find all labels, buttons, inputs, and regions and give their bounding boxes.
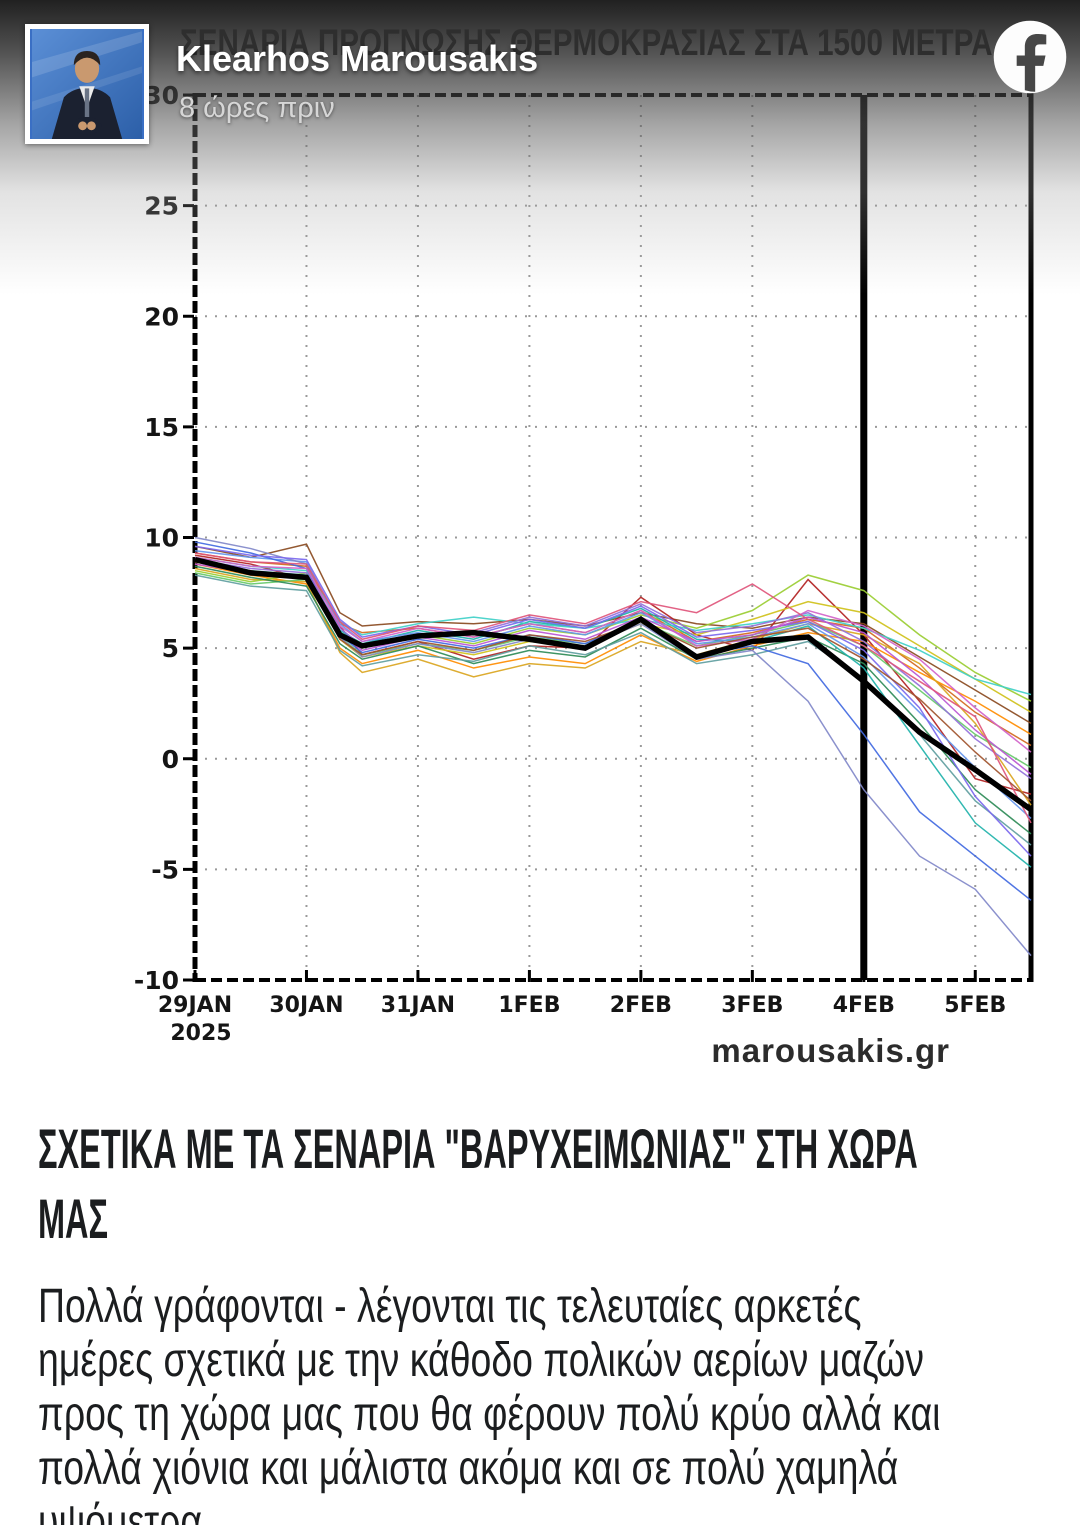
ensemble-mean-line	[194, 556, 1033, 812]
svg-text:5: 5	[162, 634, 179, 663]
presenter-portrait-icon	[32, 29, 142, 139]
svg-text:-5: -5	[151, 855, 179, 884]
post-text-block: ΣΧΕΤΙΚΑ ΜΕ ΤΑ ΣΕΝΑΡΙΑ "ΒΑΡΥΧΕΙΜΩΝΙΑΣ" ΣΤ…	[0, 1100, 1080, 1525]
facebook-icon[interactable]	[993, 20, 1067, 94]
post-image[interactable]: 302520151050-5-1029JAN202530JAN31JAN1FEB…	[0, 0, 1080, 1100]
svg-text:4FEB: 4FEB	[833, 993, 895, 1018]
post-timestamp[interactable]: 8 ώρες πριν	[179, 92, 335, 124]
x-axis-labels: 29JAN 2025 30JAN 31JAN 1FEB 2FEB 3FEB 4FEB 5FEB	[158, 970, 1006, 1046]
svg-text:5FEB: 5FEB	[944, 993, 1006, 1018]
heading-line: ΣΧΕΤΙΚΑ ΜΕ ΤΑ ΣΕΝΑΡΙΑ "ΒΑΡΥΧΕΙΜΩΝΙΑΣ" ΣΤ…	[38, 1117, 918, 1180]
svg-text:2FEB: 2FEB	[610, 993, 672, 1018]
body-line: Πολλά γράφονται - λέγονται τις τελευταίε…	[38, 1280, 862, 1333]
ensemble-chart: 302520151050-5-1029JAN202530JAN31JAN1FEB…	[134, 81, 1034, 1046]
post-body: Πολλά γράφονται - λέγονται τις τελευταίε…	[38, 1280, 1080, 1525]
body-line: ημέρες σχετικά με την κάθοδο πολικών αερ…	[38, 1334, 924, 1387]
svg-text:0: 0	[162, 745, 179, 774]
avatar[interactable]	[25, 24, 149, 144]
svg-text:15: 15	[144, 413, 179, 442]
header-gradient	[0, 0, 1080, 295]
post-heading: ΣΧΕΤΙΚΑ ΜΕ ΤΑ ΣΕΝΑΡΙΑ "ΒΑΡΥΧΕΙΜΩΝΙΑΣ" ΣΤ…	[38, 1114, 1080, 1254]
heading-line: ΜΑΣ	[38, 1187, 109, 1250]
svg-text:10: 10	[144, 524, 179, 553]
chart-title: ΣΕΝΑΡΙΑ ΠΡΟΓΝΩΣΗΣ ΘΕΡΜΟΚΡΑΣΙΑΣ ΣΤΑ 1500 …	[180, 22, 993, 63]
svg-text:30JAN: 30JAN	[269, 993, 343, 1018]
svg-text:1FEB: 1FEB	[498, 993, 560, 1018]
svg-text:-10: -10	[134, 966, 179, 995]
body-line: υψόμετρα.	[38, 1496, 213, 1525]
svg-text:31JAN: 31JAN	[381, 993, 455, 1018]
svg-text:2025: 2025	[170, 1021, 231, 1046]
body-line: πολλά χιόνια και μάλιστα ακόμα και σε πο…	[38, 1442, 899, 1495]
svg-text:20: 20	[144, 302, 179, 331]
svg-text:29JAN: 29JAN	[158, 993, 232, 1018]
body-line: προς τη χώρα μας που θα φέρουν πολύ κρύο…	[38, 1388, 941, 1441]
watermark: marousakis.gr	[711, 1032, 950, 1069]
author-name[interactable]: Klearhos Marousakis	[176, 38, 539, 79]
svg-text:3FEB: 3FEB	[721, 993, 783, 1018]
